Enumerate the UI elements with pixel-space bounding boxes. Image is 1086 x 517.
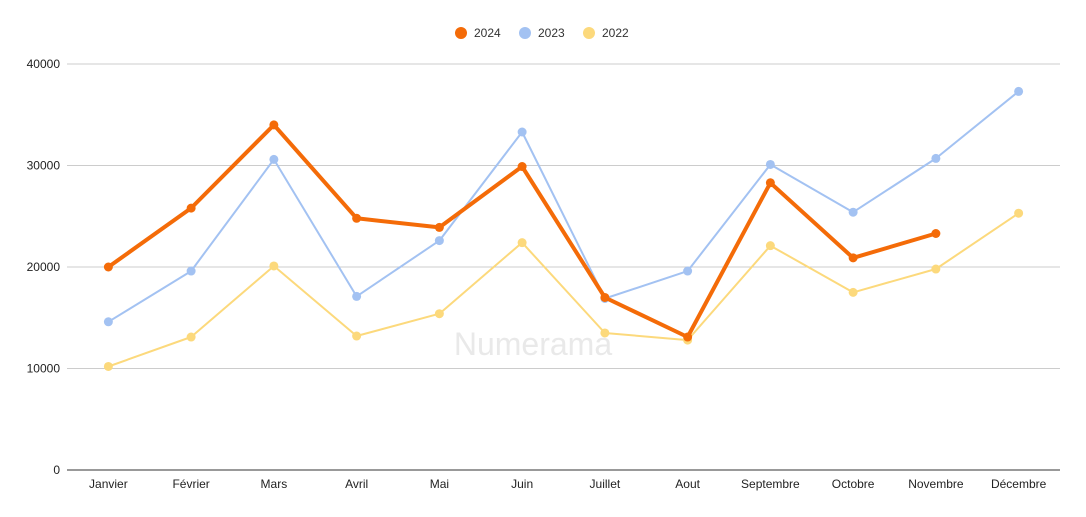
data-point-2024 [352, 213, 362, 223]
y-tick-label: 40000 [27, 57, 61, 71]
gridlines [67, 63, 1060, 471]
y-tick-label: 30000 [27, 159, 61, 173]
data-point-2024 [600, 292, 610, 302]
data-point-2024 [103, 262, 113, 272]
data-point-2022 [517, 238, 527, 248]
series-2023 [103, 86, 1024, 327]
data-point-2023 [765, 159, 775, 169]
data-point-2022 [600, 328, 610, 338]
legend: 2024 2023 2022 [455, 26, 629, 40]
data-point-2023 [517, 127, 527, 137]
x-tick-label: Juin [511, 477, 533, 491]
series-line-2023 [107, 90, 1020, 323]
y-axis: 0 10000 20000 30000 40000 [27, 57, 61, 477]
legend-item-2023: 2023 [519, 26, 565, 40]
data-point-2022 [1014, 208, 1024, 218]
data-point-2024 [931, 229, 941, 239]
series-line-2022 [107, 212, 1020, 368]
data-point-2023 [186, 266, 196, 276]
data-point-2022 [103, 361, 113, 371]
data-point-2022 [434, 309, 444, 319]
data-point-2022 [848, 287, 858, 297]
data-point-2024 [765, 178, 775, 188]
x-axis: Janvier Février Mars Avril Mai Juin Juillet Aou… [89, 477, 1047, 491]
x-tick-label: Mars [261, 477, 288, 491]
data-point-2024 [269, 120, 279, 130]
series-layer [103, 86, 1024, 371]
watermark: Numerama [454, 326, 612, 362]
data-point-2023 [848, 207, 858, 217]
x-tick-label: Avril [345, 477, 368, 491]
data-point-2023 [434, 236, 444, 246]
x-tick-label: Janvier [89, 477, 128, 491]
x-tick-label: Mai [430, 477, 449, 491]
data-point-2023 [683, 266, 693, 276]
legend-item-2022: 2022 [583, 26, 629, 40]
x-tick-label: Juillet [590, 477, 621, 491]
legend-marker [455, 27, 467, 39]
x-tick-label: Février [172, 477, 209, 491]
x-tick-label: Aout [675, 477, 700, 491]
data-point-2023 [269, 154, 279, 164]
data-point-2024 [683, 332, 693, 342]
data-point-2024 [848, 253, 858, 263]
legend-label: 2024 [474, 26, 501, 40]
data-point-2022 [765, 241, 775, 251]
data-point-2023 [1014, 86, 1024, 96]
legend-label: 2023 [538, 26, 565, 40]
series-line-2024 [106, 122, 938, 339]
legend-marker [583, 27, 595, 39]
x-tick-label: Octobre [832, 477, 875, 491]
legend-marker [519, 27, 531, 39]
series-2022 [103, 208, 1024, 371]
data-point-2023 [931, 153, 941, 163]
data-point-2022 [931, 264, 941, 274]
data-point-2023 [103, 317, 113, 327]
y-tick-label: 0 [53, 463, 60, 477]
y-tick-label: 10000 [27, 362, 61, 376]
data-point-2022 [186, 332, 196, 342]
series-2024 [103, 120, 941, 342]
data-point-2022 [269, 261, 279, 271]
legend-label: 2022 [602, 26, 629, 40]
x-tick-label: Décembre [991, 477, 1047, 491]
x-tick-label: Novembre [908, 477, 964, 491]
data-point-2024 [517, 162, 527, 172]
data-point-2024 [186, 203, 196, 213]
data-point-2023 [352, 291, 362, 301]
y-tick-label: 20000 [27, 260, 61, 274]
x-tick-label: Septembre [741, 477, 800, 491]
legend-item-2024: 2024 [455, 26, 501, 40]
data-point-2022 [352, 331, 362, 341]
data-point-2024 [434, 222, 444, 232]
